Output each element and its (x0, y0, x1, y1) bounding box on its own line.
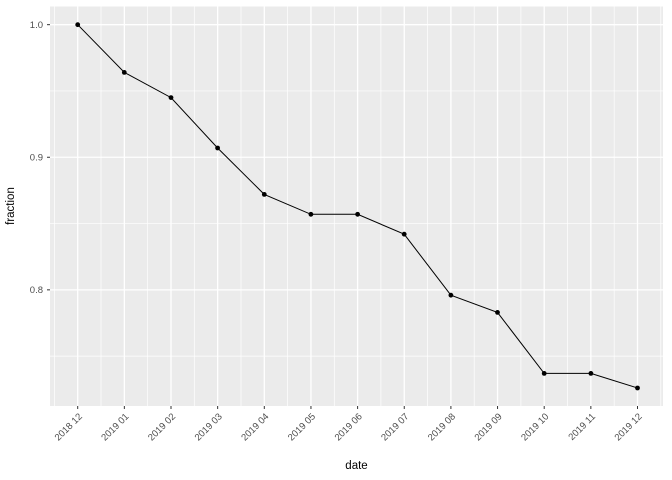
data-series (75, 22, 640, 391)
x-tick-label: 2019 01 (99, 411, 131, 443)
data-point (495, 310, 500, 315)
data-point (75, 22, 81, 28)
x-tick-label: 2019 09 (473, 411, 505, 443)
data-point (261, 192, 267, 197)
data-point (308, 211, 314, 217)
x-tick-label: 2019 12 (613, 411, 645, 443)
major-gridlines (50, 6, 663, 406)
data-point (541, 371, 547, 376)
x-tick-label: 2019 03 (193, 411, 225, 443)
x-axis-tick-labels: 2018 12 2019 01 2019 02 2019 03 2019 04 2019 … (53, 411, 645, 443)
axis-tick-marks (47, 24, 638, 409)
data-point (168, 95, 174, 100)
minor-gridlines (50, 6, 663, 406)
x-tick-label: 2019 07 (379, 411, 411, 443)
x-tick-label: 2019 06 (333, 411, 365, 443)
x-tick-label: 2018 12 (53, 411, 85, 443)
data-point (448, 292, 454, 298)
x-tick-label: 2019 02 (146, 411, 178, 443)
x-tick-label: 2019 05 (286, 411, 318, 443)
plot-panel (50, 6, 663, 406)
x-tick-label: 2019 11 (566, 411, 598, 443)
data-point (121, 70, 127, 75)
data-point (215, 145, 221, 151)
data-point (635, 385, 640, 391)
x-axis-title: date (345, 460, 367, 472)
x-tick-label: 2019 08 (426, 411, 458, 443)
y-tick-label: 0.8 (30, 285, 43, 296)
data-point (355, 211, 360, 217)
y-tick-label: 0.9 (30, 153, 43, 164)
y-axis-title: fraction (5, 187, 17, 225)
y-tick-label: 1.0 (30, 20, 43, 31)
x-tick-label: 2019 10 (519, 411, 551, 443)
data-point (401, 231, 407, 237)
x-tick-label: 2019 04 (239, 411, 271, 443)
data-point (588, 371, 594, 376)
y-axis-tick-labels: 1.0 0.9 0.8 (30, 20, 43, 296)
